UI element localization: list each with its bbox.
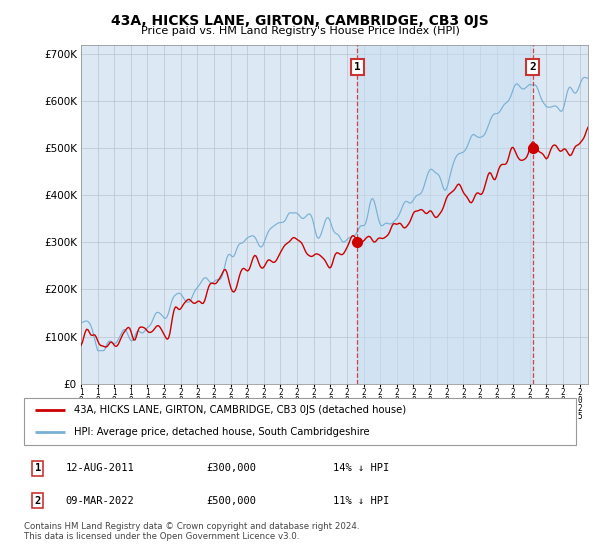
FancyBboxPatch shape — [24, 398, 576, 445]
Text: 11% ↓ HPI: 11% ↓ HPI — [333, 496, 389, 506]
Text: 12-AUG-2011: 12-AUG-2011 — [65, 464, 134, 473]
Bar — [357, 45, 533, 384]
Text: Price paid vs. HM Land Registry's House Price Index (HPI): Price paid vs. HM Land Registry's House … — [140, 26, 460, 36]
Text: 14% ↓ HPI: 14% ↓ HPI — [333, 464, 389, 473]
Text: 09-MAR-2022: 09-MAR-2022 — [65, 496, 134, 506]
Text: £500,000: £500,000 — [206, 496, 256, 506]
Text: 2: 2 — [35, 496, 41, 506]
Text: £300,000: £300,000 — [206, 464, 256, 473]
Text: 1: 1 — [354, 62, 361, 72]
Text: 43A, HICKS LANE, GIRTON, CAMBRIDGE, CB3 0JS: 43A, HICKS LANE, GIRTON, CAMBRIDGE, CB3 … — [111, 14, 489, 28]
Text: 43A, HICKS LANE, GIRTON, CAMBRIDGE, CB3 0JS (detached house): 43A, HICKS LANE, GIRTON, CAMBRIDGE, CB3 … — [74, 405, 406, 416]
Text: 1: 1 — [35, 464, 41, 473]
Text: 2: 2 — [529, 62, 536, 72]
Text: Contains HM Land Registry data © Crown copyright and database right 2024.
This d: Contains HM Land Registry data © Crown c… — [24, 522, 359, 542]
Text: HPI: Average price, detached house, South Cambridgeshire: HPI: Average price, detached house, Sout… — [74, 427, 370, 437]
